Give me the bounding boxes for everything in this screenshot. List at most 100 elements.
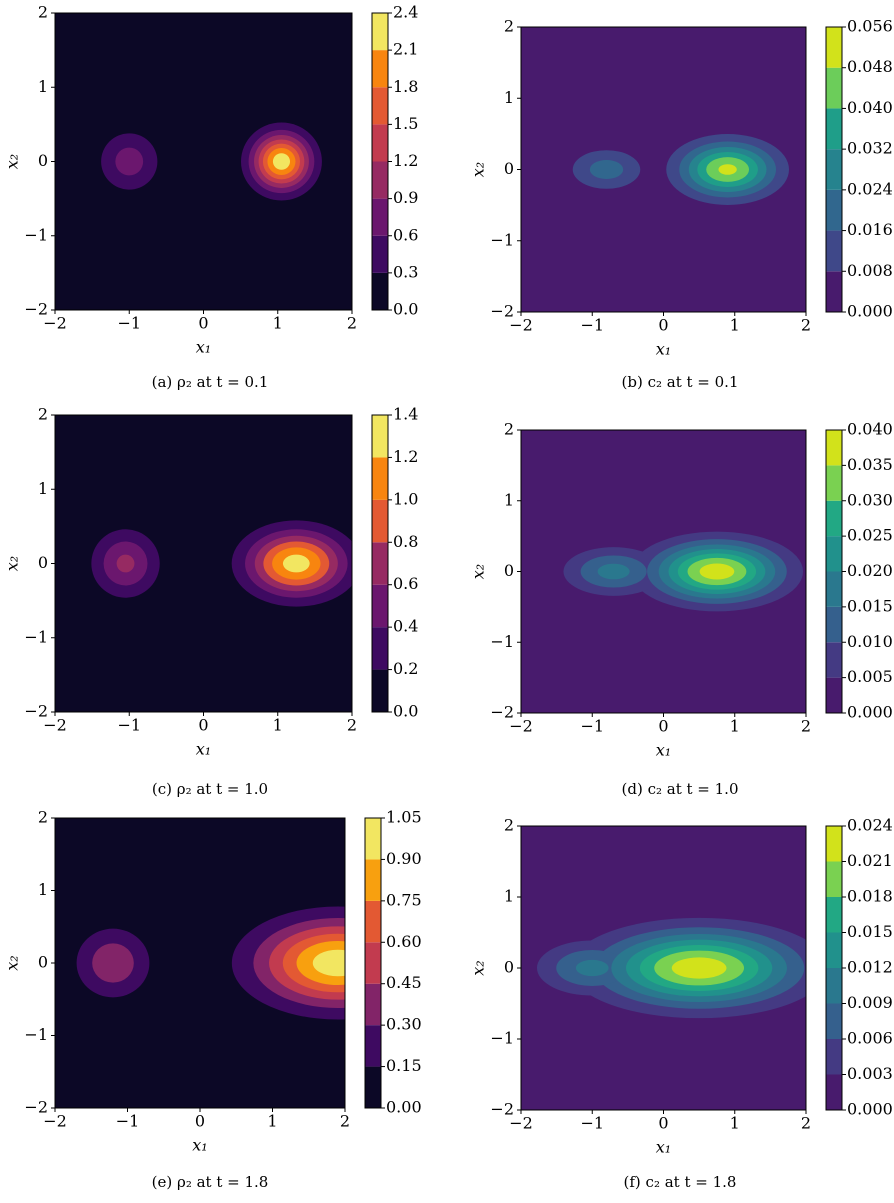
colorbar-tick-label: 0.60 bbox=[386, 932, 422, 951]
colorbar-band bbox=[826, 571, 842, 607]
colorbar-band bbox=[365, 859, 381, 901]
y-axis-label: x₂ bbox=[3, 955, 22, 970]
contour-region bbox=[115, 147, 144, 176]
colorbar-band bbox=[826, 430, 842, 466]
x-tick-label: −1 bbox=[117, 716, 141, 735]
caption: (f) c₂ at t = 1.8 bbox=[624, 1173, 737, 1191]
x-tick-label: −2 bbox=[43, 1112, 67, 1131]
colorbar-tick-label: 2.4 bbox=[393, 3, 418, 22]
y-tick-label: −1 bbox=[24, 627, 48, 646]
colorbar-band bbox=[826, 67, 842, 109]
y-tick-label: −2 bbox=[24, 300, 48, 319]
colorbar-tick-label: 0.000 bbox=[847, 302, 893, 321]
contour-field bbox=[521, 430, 806, 713]
contour-region bbox=[597, 563, 630, 580]
panel: −2 −1 0 1 2 −2 −1 0 1 2 x₁ x₂ 0.000 0.005 0.010 0.015 0.… bbox=[469, 420, 893, 799]
colorbar-tick-label: 0.018 bbox=[847, 887, 893, 906]
colorbar-band bbox=[372, 669, 388, 712]
colorbar-band bbox=[826, 861, 842, 897]
x-tick-label: 2 bbox=[340, 1112, 350, 1131]
colorbar-tick-label: 0.000 bbox=[847, 703, 893, 722]
colorbar-tick-label: 0.016 bbox=[847, 220, 893, 239]
contour-region bbox=[699, 563, 735, 580]
colorbar-tick-label: 0.003 bbox=[847, 1064, 893, 1083]
colorbar-tick-label: 1.5 bbox=[393, 114, 418, 133]
colorbar-band bbox=[826, 677, 842, 713]
panel: −2 −1 0 1 2 −2 −1 0 1 2 x₁ x₂ 0.000 0.003 0.006 0.009 0.… bbox=[469, 816, 893, 1192]
colorbar-band bbox=[372, 272, 388, 310]
colorbar-band bbox=[372, 198, 388, 236]
y-tick-label: 2 bbox=[504, 17, 514, 36]
colorbar-band bbox=[826, 465, 842, 501]
x-tick-label: 1 bbox=[273, 716, 283, 735]
colorbar-tick-label: 0.030 bbox=[847, 490, 893, 509]
colorbar-tick-label: 0.45 bbox=[386, 973, 422, 992]
x-tick-label: 1 bbox=[273, 314, 283, 333]
colorbar-tick-label: 0.0 bbox=[393, 300, 418, 319]
colorbar-band bbox=[826, 271, 842, 312]
y-tick-label: −1 bbox=[490, 632, 514, 651]
contour-region bbox=[116, 554, 135, 573]
x-tick-label: 0 bbox=[658, 1114, 668, 1133]
colorbar-band bbox=[372, 542, 388, 585]
colorbar-tick-label: 0.006 bbox=[847, 1029, 893, 1048]
contour-field bbox=[55, 818, 345, 1108]
x-tick-label: −2 bbox=[509, 717, 533, 736]
colorbar-tick-label: 0.3 bbox=[393, 262, 418, 281]
colorbar-band bbox=[826, 189, 842, 231]
colorbar-tick-label: 0.020 bbox=[847, 561, 893, 580]
y-tick-label: 1 bbox=[504, 887, 514, 906]
colorbar-tick-label: 0.0 bbox=[393, 702, 418, 721]
x-tick-label: −2 bbox=[43, 314, 67, 333]
y-tick-label: 2 bbox=[38, 808, 48, 827]
x-tick-label: 0 bbox=[658, 316, 668, 335]
x-tick-label: −1 bbox=[580, 1114, 604, 1133]
colorbar-band bbox=[372, 50, 388, 88]
colorbar-tick-label: 1.0 bbox=[393, 489, 418, 508]
colorbar-band bbox=[365, 1066, 381, 1108]
x-tick-label: 0 bbox=[658, 717, 668, 736]
y-tick-label: 0 bbox=[504, 159, 514, 178]
x-tick-label: −2 bbox=[43, 716, 67, 735]
x-tick-label: 0 bbox=[198, 314, 208, 333]
colorbar-band bbox=[365, 900, 381, 943]
colorbar-frame bbox=[364, 817, 382, 1109]
caption: (e) ρ₂ at t = 1.8 bbox=[152, 1173, 269, 1191]
colorbar-band bbox=[826, 932, 842, 968]
y-tick-label: 1 bbox=[38, 479, 48, 498]
colorbar-tick-label: 1.05 bbox=[386, 808, 422, 827]
x-axis-label: x₁ bbox=[196, 338, 211, 357]
colorbar-tick-label: 0.015 bbox=[847, 596, 893, 615]
colorbar-band bbox=[372, 235, 388, 273]
contour-region bbox=[312, 949, 345, 977]
y-tick-label: 2 bbox=[38, 405, 48, 424]
colorbar-tick-label: 0.040 bbox=[847, 98, 893, 117]
y-tick-label: 2 bbox=[38, 3, 48, 22]
colorbar-tick-label: 0.048 bbox=[847, 57, 893, 76]
colorbar-tick-label: 0.75 bbox=[386, 890, 422, 909]
caption: (d) c₂ at t = 1.0 bbox=[622, 780, 739, 798]
y-tick-label: 1 bbox=[504, 88, 514, 107]
contour-region bbox=[718, 164, 737, 175]
colorbar-band bbox=[372, 87, 388, 125]
colorbar-band bbox=[372, 124, 388, 162]
colorbar-band bbox=[826, 500, 842, 537]
colorbar-tick-label: 1.2 bbox=[393, 447, 418, 466]
colorbar-band bbox=[372, 161, 388, 199]
contour-field bbox=[521, 27, 806, 312]
y-tick-label: −2 bbox=[24, 702, 48, 721]
colorbar-tick-label: 0.00 bbox=[386, 1098, 422, 1117]
caption: (a) ρ₂ at t = 0.1 bbox=[152, 373, 269, 391]
panel: −2 −1 0 1 2 −2 −1 0 1 2 x₁ x₂ 0.00 0.15 0.30 0.45 0.60 0.… bbox=[3, 808, 422, 1192]
x-tick-label: 2 bbox=[801, 316, 811, 335]
colorbar-tick-label: 0.2 bbox=[393, 659, 418, 678]
colorbar-tick-label: 0.005 bbox=[847, 667, 893, 686]
x-tick-label: −1 bbox=[117, 314, 141, 333]
colorbar-band bbox=[826, 606, 842, 643]
colorbar-tick-label: 0.008 bbox=[847, 261, 893, 280]
colorbar-band bbox=[372, 627, 388, 670]
colorbar-tick-label: 0.056 bbox=[847, 17, 893, 36]
colorbar-band bbox=[826, 897, 842, 933]
